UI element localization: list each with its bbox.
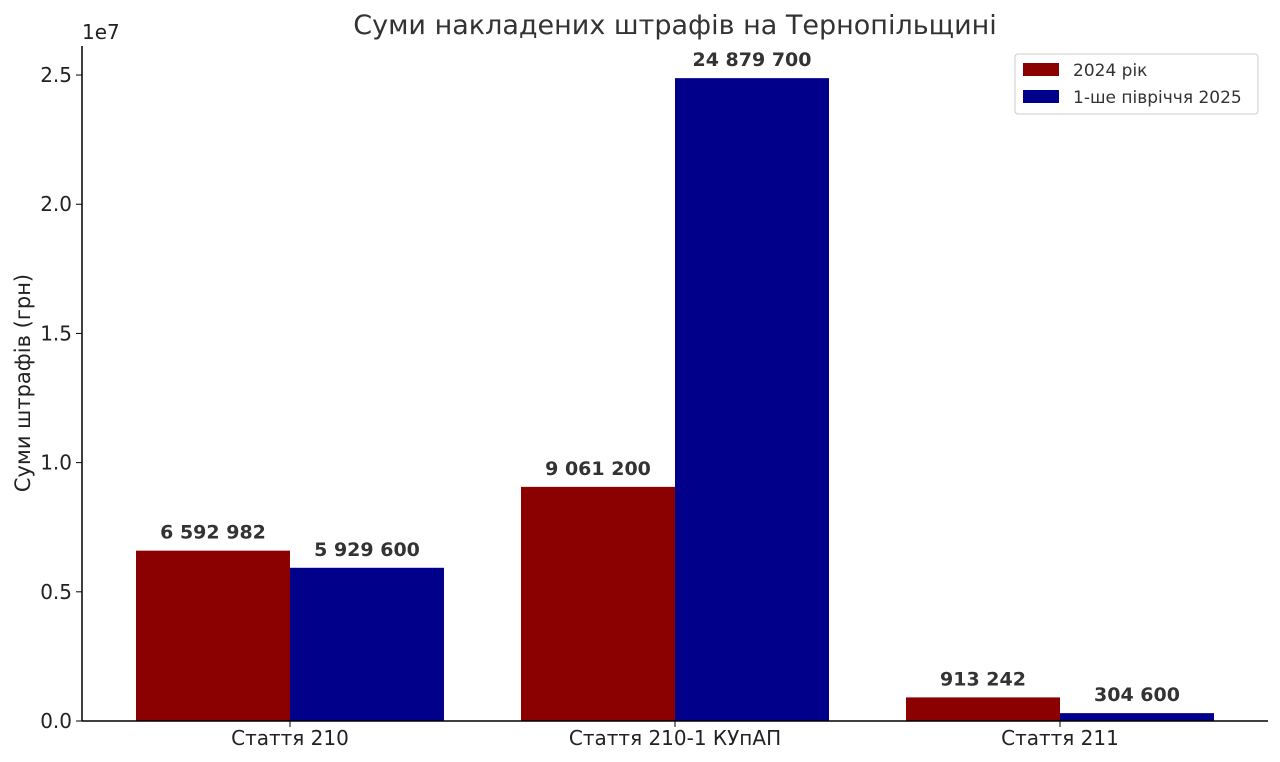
legend-swatch-2024	[1023, 63, 1059, 76]
bar-stattia-210-2024	[136, 550, 290, 721]
x-tick-label-stattia-210-1: Стаття 210-1 КУпАП	[569, 726, 781, 750]
x-tick-label-stattia-211: Стаття 211	[1001, 726, 1119, 750]
value-label-stattia-210-2025-h1: 5 929 600	[314, 539, 420, 561]
bars-group	[136, 78, 1214, 721]
value-labels-group: 6 592 982 9 061 200 913 242 5 929 600 24 879…	[160, 49, 1180, 706]
bar-stattia-210-2025-h1	[290, 567, 444, 721]
y-tick-label: 0.0	[40, 709, 72, 733]
legend-swatch-2025-h1	[1023, 90, 1059, 103]
value-label-stattia-211-2025-h1: 304 600	[1094, 684, 1180, 706]
y-axis-label: Суми штрафів (грн)	[11, 274, 35, 492]
value-label-stattia-210-1-2024: 9 061 200	[545, 458, 651, 480]
legend: 2024 рік 1-ше півріччя 2025	[1014, 53, 1259, 115]
y-tick-label: 2.0	[40, 192, 72, 216]
value-label-stattia-210-1-2025-h1: 24 879 700	[693, 49, 812, 71]
value-label-stattia-210-2024: 6 592 982	[160, 522, 266, 544]
y-tick-label: 0.5	[40, 580, 72, 604]
bar-stattia-211-2025-h1	[1060, 713, 1214, 721]
bar-stattia-210-1-2024	[521, 486, 675, 721]
x-tick-label-stattia-210: Стаття 210	[231, 726, 349, 750]
legend-frame	[1014, 53, 1259, 115]
y-axis-multiplier: 1e7	[82, 20, 120, 44]
y-tick-label: 1.0	[40, 451, 72, 475]
value-label-stattia-211-2024: 913 242	[940, 668, 1026, 690]
bar-stattia-211-2024	[906, 697, 1060, 721]
x-axis-ticks: Стаття 210 Стаття 210-1 КУпАП Стаття 211	[231, 721, 1119, 750]
bar-stattia-210-1-2025-h1	[675, 78, 829, 721]
legend-label-2024: 2024 рік	[1073, 61, 1147, 81]
y-tick-label: 2.5	[40, 63, 72, 87]
y-axis-ticks: 0.0 0.5 1.0 1.5 2.0 2.5	[40, 63, 82, 733]
chart-title: Суми накладених штрафів на Тернопільщині	[353, 10, 997, 41]
legend-label-2025-h1: 1-ше півріччя 2025	[1073, 88, 1242, 108]
y-tick-label: 1.5	[40, 321, 72, 345]
